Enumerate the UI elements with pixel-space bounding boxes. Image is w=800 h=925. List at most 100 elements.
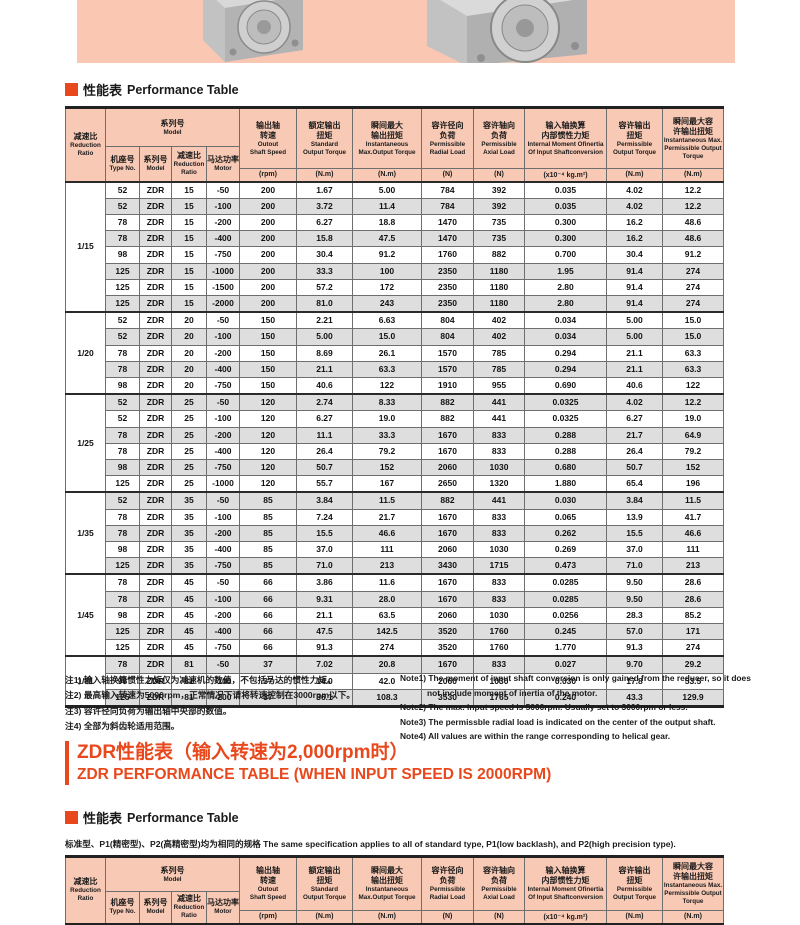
table-cell: 0.035 <box>524 180 607 199</box>
table-cell: ZDR <box>139 311 172 330</box>
unit-cell: (N.m) <box>352 168 422 182</box>
table-cell: ZDR <box>139 639 172 657</box>
table-cell: ZDR <box>139 294 172 313</box>
table-cell: 45 <box>171 590 207 608</box>
table-cell: 33.3 <box>352 426 422 444</box>
table-cell: 63.5 <box>352 606 422 624</box>
table-cell: 35 <box>171 524 207 542</box>
table-cell: 52 <box>105 328 140 346</box>
table-cell: -400 <box>206 442 240 460</box>
table-cell: 243 <box>352 294 422 313</box>
table-cell: 19.0 <box>352 410 422 428</box>
table-cell: 15.8 <box>296 230 353 248</box>
table-cell: 402 <box>473 328 525 346</box>
table-row: 52 ZDR 25 -100 120 6.27 19.0 882 441 0.0325 6.27 19… <box>66 410 724 428</box>
table-cell: 172 <box>352 278 422 296</box>
table-cell: 120 <box>239 426 297 444</box>
table-cell: 52 <box>105 410 140 428</box>
table-cell: 85 <box>239 557 297 575</box>
table-cell: 1670 <box>421 426 474 444</box>
table-cell: ZDR <box>139 180 172 199</box>
table-cell: -400 <box>206 622 240 641</box>
table-cell: ZDR <box>139 672 172 690</box>
unit-cell: (N) <box>473 168 525 182</box>
table-cell: -750 <box>206 639 240 657</box>
table-cell: 4.02 <box>606 393 663 412</box>
table-cell: 4.02 <box>606 197 663 215</box>
table-cell: 5.00 <box>352 180 422 199</box>
table-header: 减速比 Reduction Ratio 系列号 Model 输出轴 转速 Outout Shaf… <box>65 856 724 924</box>
table-row: 98 ZDR 35 -400 85 37.0 111 2060 1030 0.269 37.0 111 <box>66 540 724 559</box>
table-row: 78 ZDR 25 -400 120 26.4 79.2 1670 833 0.288 26.4 79… <box>66 442 724 460</box>
table-cell: 9.31 <box>296 590 353 608</box>
table-cell: -100 <box>206 328 240 346</box>
col-subheader: 马达功率 Motor <box>206 146 240 182</box>
table-cell: 35 <box>171 557 207 575</box>
table-cell: 1760 <box>473 622 525 641</box>
col-header: 容许输出 扭矩 Permissible Output Torque <box>606 107 663 169</box>
table-cell: 63.3 <box>352 360 422 378</box>
table-cell: 0.262 <box>524 524 607 542</box>
table-cell: 111 <box>352 540 422 559</box>
note-line: Note2) The max. input speed is 5000rpm. … <box>400 702 688 713</box>
table-cell: 15 <box>171 230 207 248</box>
table-cell: 0.027 <box>524 655 607 674</box>
table-cell: ZDR <box>139 328 172 346</box>
table-cell: 85.2 <box>662 606 724 624</box>
title-cn: 性能表 <box>83 83 123 98</box>
table-cell: 65.4 <box>606 475 663 493</box>
table-cell: 2350 <box>421 278 474 296</box>
table-cell: 274 <box>662 294 724 313</box>
table-cell: -200 <box>206 344 240 362</box>
table-cell: 66 <box>239 639 297 657</box>
table-cell: 125 <box>105 475 140 493</box>
table-row: 78 ZDR 15 -200 200 6.27 18.8 1470 735 0.300 16.2 48… <box>66 213 724 232</box>
table-cell: 36.1 <box>296 688 353 708</box>
table-cell: 37 <box>239 688 297 708</box>
table-cell: 85 <box>239 524 297 542</box>
table-cell: 152 <box>352 458 422 477</box>
table-cell: 3.84 <box>606 491 663 510</box>
table-cell: 1470 <box>421 230 474 248</box>
table-cell: -50 <box>206 311 240 330</box>
table-cell: 11.5 <box>662 491 724 510</box>
table-cell: 120 <box>239 458 297 477</box>
col-header: 瞬间最大容 许输出扭矩 Instantaneous Max. Permissible … <box>662 856 724 911</box>
table-cell: 35 <box>171 540 207 559</box>
table-cell: ZDR <box>139 197 172 215</box>
orange-square-bullet-icon <box>65 811 78 824</box>
table-cell: 21.1 <box>606 360 663 378</box>
table-cell: 0.294 <box>524 360 607 378</box>
table-cell: 7.02 <box>296 655 353 674</box>
table-cell: 833 <box>473 426 525 444</box>
table-cell: 2.80 <box>524 294 607 313</box>
table-cell: ZDR <box>139 590 172 608</box>
table-cell: ZDR <box>139 213 172 232</box>
table-cell: 142.5 <box>352 622 422 641</box>
table-cell: -400 <box>206 230 240 248</box>
table-cell: 0.288 <box>524 442 607 460</box>
table-cell: 45 <box>171 606 207 624</box>
table-row: 1/81 78 ZDR 81 -50 37 7.02 20.8 1670 833 0.027 9.70… <box>65 655 724 708</box>
table-cell: 274 <box>352 639 422 657</box>
table-cell: 52 <box>105 393 140 412</box>
notes-english: Note1) The moment of input shaft convers… <box>400 671 766 744</box>
table-cell: 167 <box>352 475 422 493</box>
table-cell: 15 <box>171 278 207 296</box>
table-cell: 125 <box>105 639 140 657</box>
table-cell: 21.1 <box>606 344 663 362</box>
table-cell: 11.4 <box>352 197 422 215</box>
table-cell: 0.269 <box>524 540 607 559</box>
table-cell: 152 <box>662 458 724 477</box>
table-cell: 78 <box>105 213 140 232</box>
table-cell: ZDR <box>139 688 172 708</box>
table-cell: 785 <box>473 360 525 378</box>
table-row: 78 ZDR 15 -400 200 15.8 47.5 1470 735 0.300 16.2 48… <box>66 230 724 248</box>
table-cell: 833 <box>473 655 525 674</box>
table-cell: ZDR <box>139 606 172 624</box>
table-cell: 85 <box>239 540 297 559</box>
table-cell: -750 <box>206 246 240 264</box>
table-cell: 45 <box>171 573 207 592</box>
table-cell: 26.4 <box>606 442 663 460</box>
